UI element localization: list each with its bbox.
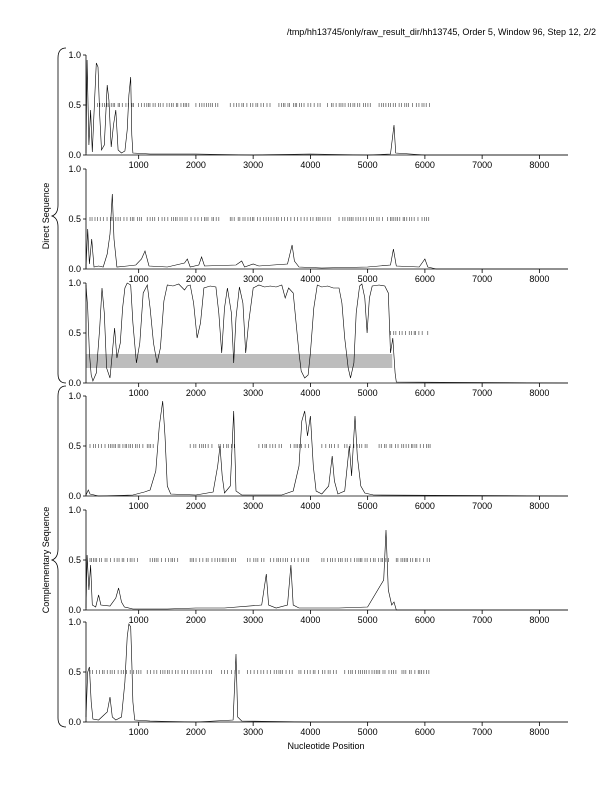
series-line — [85, 282, 569, 384]
panel-direct-frame-2: 0.0 0.5 1.0 1000 2000 3000 4000 5000 6000 7000 800… — [68, 164, 568, 284]
x-tick-label: 1000 — [129, 615, 149, 625]
x-tick-label: 6000 — [415, 501, 435, 511]
panel-complementary-frame-3: 0.0 0.5 1.0 1000 2000 3000 4000 5000 6000 7000 800… — [68, 617, 568, 737]
panels: 0.0 0.5 1.0 1000 2000 3000 4000 5000 6000 7000 800… — [68, 50, 569, 737]
x-tick-label: 7000 — [472, 160, 492, 170]
x-tick-label: 8000 — [529, 615, 549, 625]
y-tick-label: 1.0 — [68, 617, 81, 627]
y-tick-label: 0.0 — [68, 150, 81, 160]
x-tick-label: 5000 — [358, 160, 378, 170]
x-tick-label: 1000 — [129, 727, 149, 737]
panel-direct-frame-3: 0.0 0.5 1.0 1000 2000 3000 4000 5000 6000 7000 800… — [68, 278, 569, 398]
x-tick-label: 8000 — [529, 388, 549, 398]
x-tick-label: 4000 — [300, 274, 320, 284]
y-tick-label: 0.5 — [68, 667, 81, 677]
x-tick-label: 4000 — [300, 615, 320, 625]
x-tick-label: 3000 — [243, 727, 263, 737]
x-tick-label: 5000 — [358, 274, 378, 284]
x-tick-label: 7000 — [472, 501, 492, 511]
y-tick-label: 0.5 — [68, 555, 81, 565]
x-tick-label: 4000 — [300, 727, 320, 737]
x-tick-label: 1000 — [129, 388, 149, 398]
series-line — [85, 193, 568, 270]
y-tick-label: 0.0 — [68, 717, 81, 727]
x-tick-label: 8000 — [529, 501, 549, 511]
x-tick-label: 2000 — [186, 501, 206, 511]
x-tick-label: 3000 — [243, 274, 263, 284]
x-tick-label: 1000 — [129, 501, 149, 511]
series-line — [85, 623, 568, 723]
y-tick-label: 1.0 — [68, 278, 81, 288]
x-tick-label: 6000 — [415, 274, 435, 284]
x-tick-label: 2000 — [186, 727, 206, 737]
y-tick-label: 0.5 — [68, 441, 81, 451]
y-tick-label: 0.0 — [68, 264, 81, 274]
x-tick-label: 6000 — [415, 388, 435, 398]
x-tick-label: 1000 — [129, 274, 149, 284]
x-tick-label: 5000 — [358, 501, 378, 511]
x-tick-label: 5000 — [358, 388, 378, 398]
x-tick-label: 2000 — [186, 615, 206, 625]
x-tick-label: 3000 — [243, 501, 263, 511]
complementary-group-brace — [50, 385, 67, 728]
x-tick-label: 5000 — [358, 727, 378, 737]
x-tick-label: 1000 — [129, 160, 149, 170]
x-tick-label: 4000 — [300, 160, 320, 170]
series-line — [85, 400, 569, 497]
x-tick-label: 6000 — [415, 160, 435, 170]
x-tick-label: 7000 — [472, 388, 492, 398]
series-line — [85, 529, 568, 611]
panel-complementary-frame-2: 0.0 0.5 1.0 1000 2000 3000 4000 5000 6000 7000 800… — [68, 505, 568, 625]
x-tick-label: 5000 — [358, 615, 378, 625]
x-tick-label: 4000 — [300, 388, 320, 398]
grey-band — [86, 354, 393, 368]
x-tick-label: 3000 — [243, 388, 263, 398]
x-tick-label: 6000 — [415, 727, 435, 737]
complementary-group-label: Complementary Sequence — [41, 507, 51, 614]
y-tick-label: 1.0 — [68, 164, 81, 174]
x-tick-label: 7000 — [472, 274, 492, 284]
y-tick-label: 0.5 — [68, 328, 81, 338]
y-tick-label: 1.0 — [68, 391, 81, 401]
x-tick-label: 2000 — [186, 388, 206, 398]
y-tick-label: 0.0 — [68, 491, 81, 501]
panel-direct-frame-1: 0.0 0.5 1.0 1000 2000 3000 4000 5000 6000 7000 800… — [68, 50, 568, 170]
x-axis-title: Nucleotide Position — [287, 741, 364, 751]
x-tick-label: 3000 — [243, 615, 263, 625]
direct-group-brace — [50, 47, 67, 384]
y-tick-label: 0.0 — [68, 605, 81, 615]
x-tick-label: 8000 — [529, 727, 549, 737]
y-tick-label: 0.5 — [68, 214, 81, 224]
y-tick-label: 1.0 — [68, 505, 81, 515]
series-line — [85, 59, 568, 156]
x-tick-label: 6000 — [415, 615, 435, 625]
y-tick-label: 0.5 — [68, 100, 81, 110]
x-tick-label: 8000 — [529, 160, 549, 170]
x-tick-label: 8000 — [529, 274, 549, 284]
x-tick-label: 2000 — [186, 160, 206, 170]
chart-title: /tmp/hh13745/only/raw_result_dir/hh13745… — [287, 27, 596, 37]
x-tick-label: 7000 — [472, 727, 492, 737]
x-tick-label: 2000 — [186, 274, 206, 284]
y-tick-label: 1.0 — [68, 50, 81, 60]
panel-complementary-frame-1: 0.0 0.5 1.0 1000 2000 3000 4000 5000 6000 7000 800… — [68, 391, 569, 511]
x-tick-label: 4000 — [300, 501, 320, 511]
y-tick-label: 0.0 — [68, 378, 81, 388]
direct-group-label: Direct Sequence — [41, 183, 51, 250]
x-tick-label: 7000 — [472, 615, 492, 625]
x-tick-label: 3000 — [243, 160, 263, 170]
